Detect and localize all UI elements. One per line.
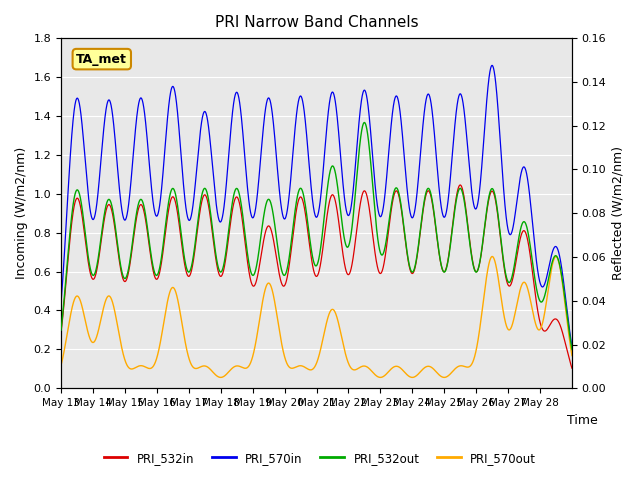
Title: PRI Narrow Band Channels: PRI Narrow Band Channels <box>214 15 419 30</box>
Legend: PRI_532in, PRI_570in, PRI_532out, PRI_570out: PRI_532in, PRI_570in, PRI_532out, PRI_57… <box>99 447 541 469</box>
Text: TA_met: TA_met <box>76 53 127 66</box>
Y-axis label: Reflected (W/m2/nm): Reflected (W/m2/nm) <box>612 146 625 280</box>
Y-axis label: Incoming (W/m2/nm): Incoming (W/m2/nm) <box>15 147 28 279</box>
X-axis label: Time: Time <box>567 414 598 427</box>
